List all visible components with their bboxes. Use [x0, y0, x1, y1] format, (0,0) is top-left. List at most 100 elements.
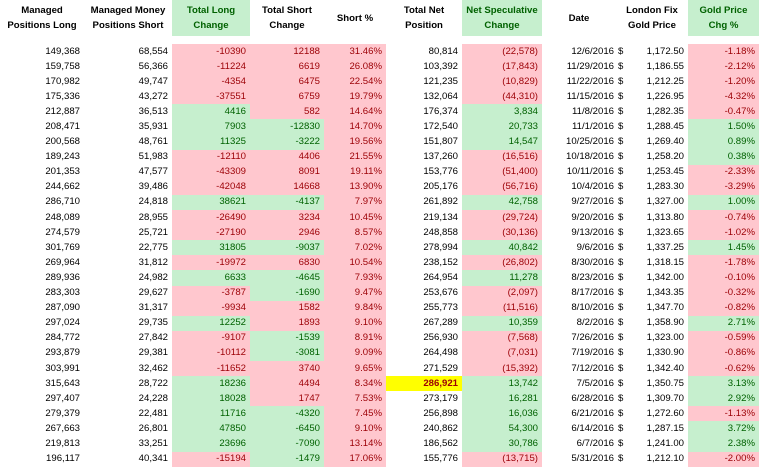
cell-short-pct: 9.65%	[324, 360, 386, 377]
cell-long-chg: -9107	[172, 330, 250, 346]
cell-short: 24,818	[138, 196, 168, 208]
cell-price: $1,172.50	[616, 44, 688, 59]
cell-short: 56,366	[138, 60, 168, 72]
cell-short: 25,721	[138, 226, 168, 238]
cell-short-pct: 14.70%	[324, 119, 386, 135]
cell-short: 43,272	[138, 90, 168, 102]
spreadsheet: Managed Positions Long Managed Money Posi…	[7, 0, 759, 467]
cell-date: 12/6/2016	[571, 45, 614, 57]
price-value: 1,313.80	[646, 211, 684, 223]
spacer-row	[0, 36, 759, 44]
cell-price-chg: -0.86%	[688, 345, 759, 361]
price-value: 1,327.00	[646, 196, 684, 208]
cell-price: $1,327.00	[616, 195, 688, 210]
cell-net-chg: 40,842	[462, 240, 542, 256]
cell-long: 196,117	[46, 453, 80, 465]
cell-price: $1,283.30	[616, 180, 688, 195]
price-value: 1,283.30	[646, 181, 684, 193]
cell-long: 301,769	[45, 241, 80, 253]
cell-price-chg: -0.10%	[688, 270, 759, 286]
price-value: 1,226.95	[646, 90, 684, 102]
cell-date: 7/5/2016	[576, 377, 614, 389]
table-row: 269,964 31,812 -19972 6830 10.54% 238,152 (26,…	[0, 255, 759, 271]
cell-short-pct: 7.53%	[324, 391, 386, 407]
cell-date: 10/4/2016	[571, 181, 614, 193]
cell-net: 278,994	[423, 241, 458, 253]
currency-symbol: $	[618, 121, 624, 133]
cell-short-chg: 1582	[250, 300, 324, 316]
cell-long-chg: -11652	[172, 360, 250, 377]
cell-long: 208,471	[45, 121, 80, 133]
cell-net: 80,814	[428, 45, 458, 57]
cell-price-chg: 2.71%	[688, 315, 759, 331]
cell-date: 8/17/2016	[571, 287, 614, 299]
cell-price-chg: 0.89%	[688, 134, 759, 150]
cell-short-pct: 10.54%	[324, 255, 386, 271]
table-row: 201,353 47,577 -43309 8091 19.11% 153,776 (51,…	[0, 164, 759, 180]
cell-net: 155,776	[423, 453, 458, 465]
cell-price: $1,350.75	[616, 376, 688, 391]
cell-net: 132,064	[423, 90, 458, 102]
table-row: 284,772 27,842 -9107 -1539 8.91% 256,930 (7,56…	[0, 330, 759, 346]
column-header: Date	[568, 12, 590, 24]
cell-net: 256,898	[423, 407, 458, 419]
cell-price: $1,288.45	[616, 119, 688, 134]
currency-symbol: $	[618, 181, 624, 193]
currency-symbol: $	[618, 60, 624, 72]
column-header: Total Short Change	[262, 5, 312, 31]
cell-date: 11/15/2016	[566, 90, 614, 102]
cell-net: 264,954	[423, 271, 458, 283]
price-value: 1,287.15	[646, 422, 684, 434]
cell-short: 29,735	[138, 317, 168, 329]
cell-short: 33,251	[138, 437, 168, 449]
cell-net: 103,392	[423, 60, 458, 72]
table-row: 289,936 24,982 6633 -4645 7.93% 264,954 11,278…	[0, 270, 759, 286]
cell-price-chg: 1.50%	[688, 119, 759, 135]
currency-symbol: $	[618, 453, 624, 465]
cell-short-chg: 3740	[250, 360, 324, 377]
cell-short: 31,812	[138, 256, 168, 268]
price-value: 1,272.60	[646, 407, 684, 419]
cell-net-chg: (11,516)	[462, 300, 542, 316]
table-row: 212,887 36,513 4416 582 14.64% 176,374 3,834 11…	[0, 104, 759, 120]
table-row: 297,024 29,735 12252 1893 9.10% 267,289 10,359…	[0, 315, 759, 331]
cell-short-pct: 9.47%	[324, 285, 386, 301]
cell-date: 11/22/2016	[566, 75, 614, 87]
currency-symbol: $	[618, 211, 624, 223]
price-value: 1,342.40	[646, 362, 684, 374]
price-value: 1,253.45	[646, 166, 684, 178]
cell-date: 6/21/2016	[571, 407, 614, 419]
cell-net-chg: 3,834	[462, 104, 542, 120]
cell-price: $1,272.60	[616, 406, 688, 421]
price-value: 1,318.15	[646, 256, 684, 268]
cell-long-chg: 18028	[172, 391, 250, 407]
table-row: 303,991 32,462 -11652 3740 9.65% 271,529 (15,3…	[0, 360, 759, 377]
cell-long: 274,579	[45, 226, 80, 238]
cell-short: 32,462	[138, 362, 168, 374]
column-header: Total Long Change	[172, 0, 250, 36]
cell-net: 205,176	[423, 181, 458, 193]
price-value: 1,288.45	[646, 121, 684, 133]
cell-price-chg: 1.45%	[688, 240, 759, 256]
cell-price-chg: -4.32%	[688, 89, 759, 105]
cell-long-chg: -12110	[172, 149, 250, 165]
cell-date: 11/29/2016	[566, 60, 614, 72]
cell-price: $1,212.25	[616, 74, 688, 89]
cell-net-chg: 14,547	[462, 134, 542, 150]
cell-long: 297,407	[45, 392, 80, 404]
cell-short-pct: 26.08%	[324, 59, 386, 75]
cell-short: 51,983	[138, 151, 168, 163]
cell-net: 264,498	[423, 347, 458, 359]
cell-long: 315,643	[45, 377, 80, 389]
cell-date: 9/27/2016	[571, 196, 614, 208]
cell-short-chg: 4406	[250, 149, 324, 165]
cell-short-pct: 7.93%	[324, 270, 386, 286]
cell-price-chg: -0.47%	[688, 104, 759, 120]
cell-price: $1,186.55	[616, 59, 688, 74]
cell-net-chg: (2,097)	[462, 285, 542, 301]
cell-long: 284,772	[45, 332, 80, 344]
cell-long: 219,813	[45, 437, 80, 449]
cell-long: 175,336	[45, 90, 80, 102]
cell-net: 271,529	[423, 362, 458, 374]
